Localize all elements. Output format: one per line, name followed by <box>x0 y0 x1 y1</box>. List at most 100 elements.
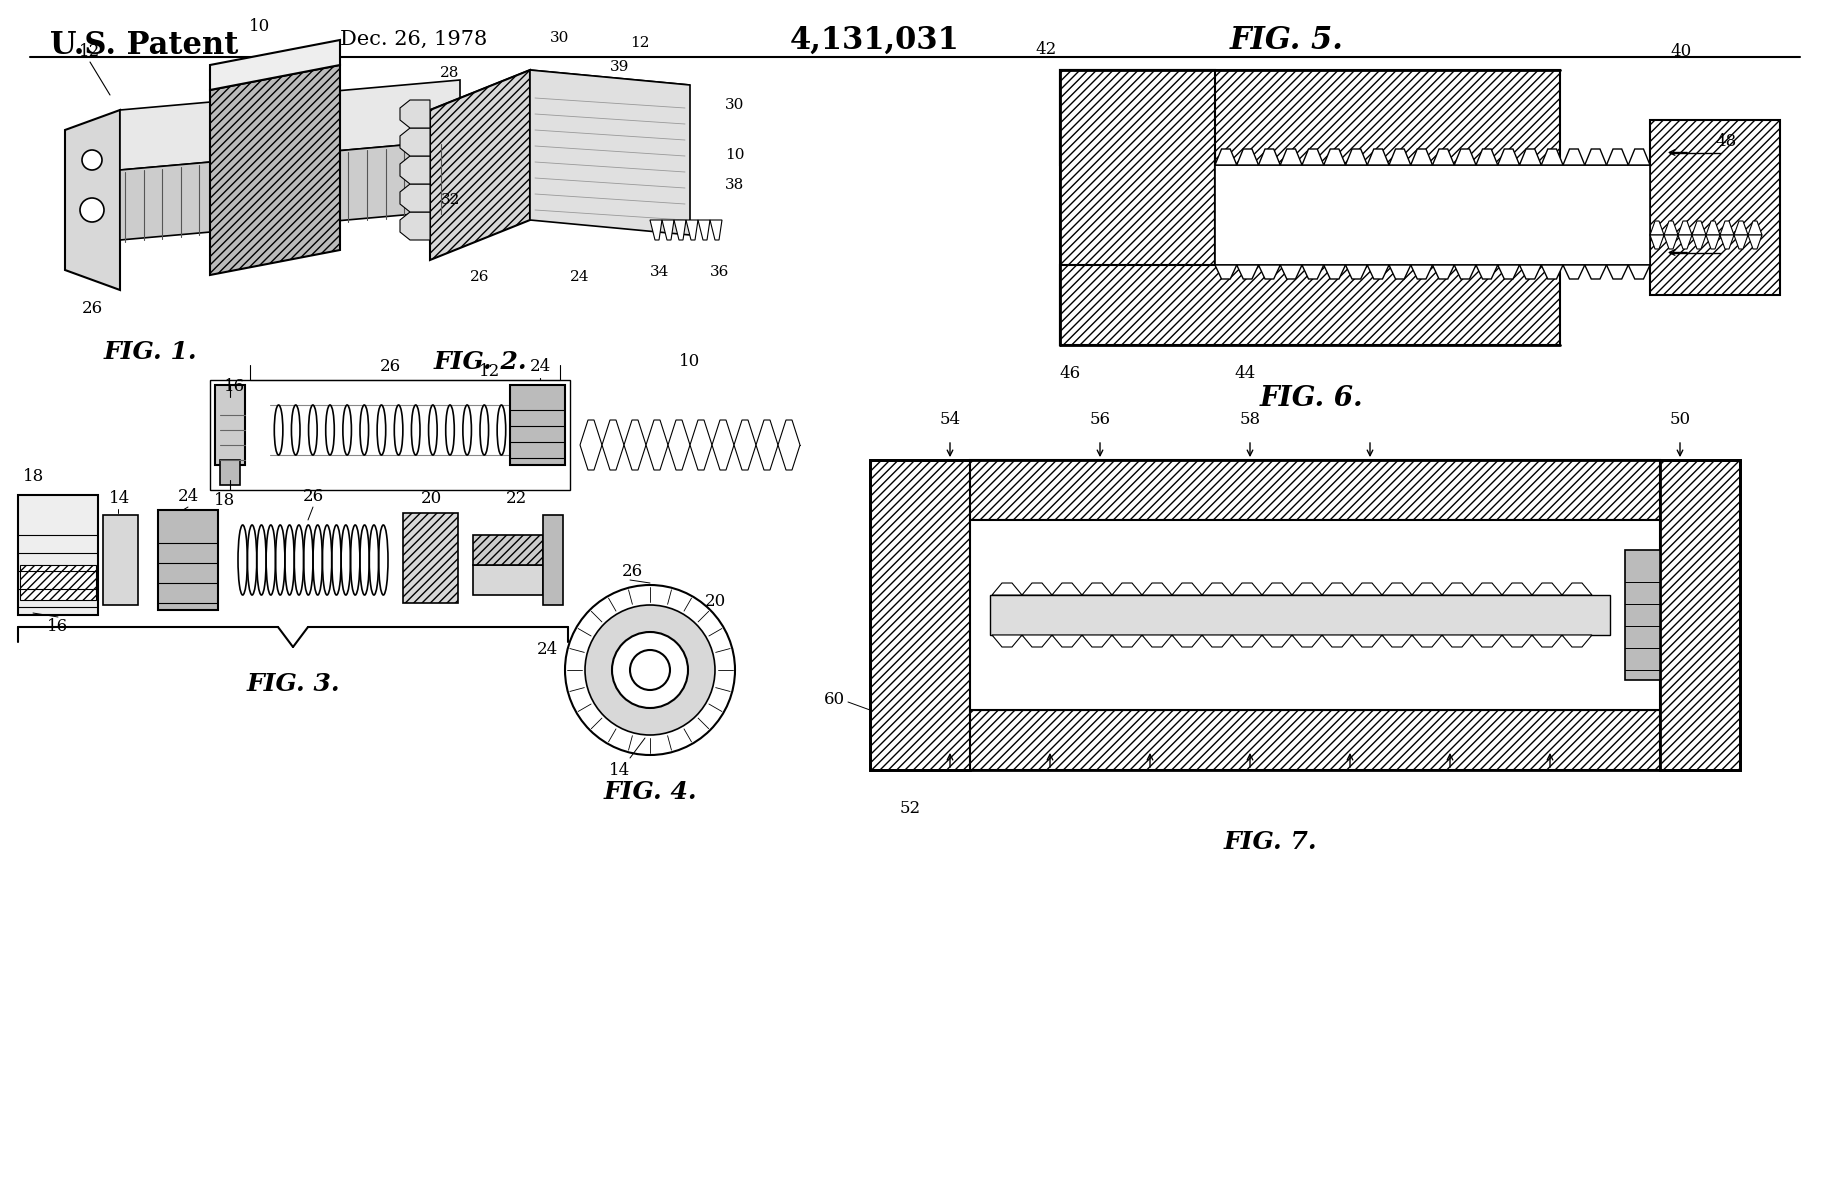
Polygon shape <box>623 420 645 445</box>
Polygon shape <box>1563 149 1585 164</box>
Polygon shape <box>119 80 460 170</box>
Polygon shape <box>689 420 711 445</box>
Text: 26: 26 <box>379 358 401 374</box>
Polygon shape <box>733 420 755 445</box>
Polygon shape <box>431 70 529 260</box>
Polygon shape <box>1706 235 1718 248</box>
Polygon shape <box>1718 235 1733 248</box>
Polygon shape <box>1706 221 1718 235</box>
Circle shape <box>612 632 687 708</box>
Text: 56: 56 <box>1088 410 1110 428</box>
Text: 16: 16 <box>224 378 245 395</box>
Polygon shape <box>645 420 667 445</box>
Text: 4,131,031: 4,131,031 <box>790 25 960 56</box>
Text: 20: 20 <box>420 490 442 506</box>
Polygon shape <box>1052 635 1081 647</box>
Polygon shape <box>1171 583 1202 595</box>
Text: 26: 26 <box>302 488 324 505</box>
Polygon shape <box>1475 149 1497 164</box>
Text: 32: 32 <box>440 193 460 206</box>
Polygon shape <box>1389 149 1411 164</box>
Polygon shape <box>399 212 431 240</box>
Text: 60: 60 <box>823 691 845 708</box>
Polygon shape <box>755 420 777 445</box>
Polygon shape <box>1259 149 1279 164</box>
Polygon shape <box>1471 635 1500 647</box>
Text: 24: 24 <box>537 642 557 659</box>
Text: 26: 26 <box>471 270 489 284</box>
Polygon shape <box>1691 221 1706 235</box>
Polygon shape <box>1497 265 1519 278</box>
Polygon shape <box>1215 265 1237 278</box>
Polygon shape <box>1442 635 1471 647</box>
Bar <box>20 565 95 600</box>
Text: 40: 40 <box>1669 43 1691 60</box>
Polygon shape <box>685 220 698 240</box>
Polygon shape <box>1532 583 1561 595</box>
Text: 58: 58 <box>1238 410 1260 428</box>
Text: FIG. 7.: FIG. 7. <box>1222 830 1315 854</box>
Text: FIG. 6.: FIG. 6. <box>1259 385 1363 412</box>
Polygon shape <box>1389 265 1411 278</box>
Polygon shape <box>1433 149 1453 164</box>
Text: 38: 38 <box>725 178 744 192</box>
Polygon shape <box>1215 149 1237 164</box>
Polygon shape <box>1500 635 1532 647</box>
Bar <box>1649 120 1779 295</box>
Polygon shape <box>1345 149 1367 164</box>
Polygon shape <box>1022 583 1052 595</box>
Polygon shape <box>1442 583 1471 595</box>
Polygon shape <box>698 220 709 240</box>
Polygon shape <box>1279 149 1301 164</box>
Polygon shape <box>1323 149 1345 164</box>
Text: FIG. 2.: FIG. 2. <box>432 350 526 374</box>
Text: 30: 30 <box>550 31 570 44</box>
Text: FIG. 5.: FIG. 5. <box>1229 25 1343 56</box>
Polygon shape <box>431 70 689 125</box>
Polygon shape <box>1321 635 1352 647</box>
Polygon shape <box>1081 583 1112 595</box>
Polygon shape <box>1649 235 1663 248</box>
Polygon shape <box>1321 583 1352 595</box>
Circle shape <box>564 584 735 755</box>
Polygon shape <box>1605 149 1627 164</box>
Polygon shape <box>1691 235 1706 248</box>
Bar <box>870 460 1739 770</box>
Polygon shape <box>1748 235 1761 248</box>
Polygon shape <box>211 40 339 90</box>
Polygon shape <box>1367 149 1389 164</box>
Polygon shape <box>1141 583 1171 595</box>
Text: 39: 39 <box>610 60 628 74</box>
Text: 12: 12 <box>480 362 500 380</box>
Text: 14: 14 <box>110 490 130 506</box>
Polygon shape <box>1231 583 1260 595</box>
Polygon shape <box>1022 635 1052 647</box>
Text: FIG. 3.: FIG. 3. <box>245 672 339 696</box>
Polygon shape <box>1081 635 1112 647</box>
Polygon shape <box>1367 265 1389 278</box>
Text: 30: 30 <box>725 98 744 112</box>
Polygon shape <box>1605 265 1627 278</box>
Polygon shape <box>991 583 1022 595</box>
Polygon shape <box>1563 265 1585 278</box>
Polygon shape <box>1202 583 1231 595</box>
Polygon shape <box>1541 265 1563 278</box>
Bar <box>214 385 245 464</box>
Polygon shape <box>1519 265 1541 278</box>
Bar <box>870 460 969 770</box>
Polygon shape <box>1585 265 1605 278</box>
Polygon shape <box>1411 265 1433 278</box>
Polygon shape <box>667 445 689 470</box>
Polygon shape <box>1112 635 1141 647</box>
Polygon shape <box>1279 265 1301 278</box>
Text: 46: 46 <box>1059 365 1081 382</box>
Polygon shape <box>211 65 339 275</box>
Polygon shape <box>1323 265 1345 278</box>
Bar <box>969 710 1660 770</box>
Polygon shape <box>1627 265 1649 278</box>
Circle shape <box>81 198 104 222</box>
Polygon shape <box>1260 635 1292 647</box>
Polygon shape <box>709 220 722 240</box>
Text: 10: 10 <box>725 148 744 162</box>
Text: 22: 22 <box>506 490 526 506</box>
